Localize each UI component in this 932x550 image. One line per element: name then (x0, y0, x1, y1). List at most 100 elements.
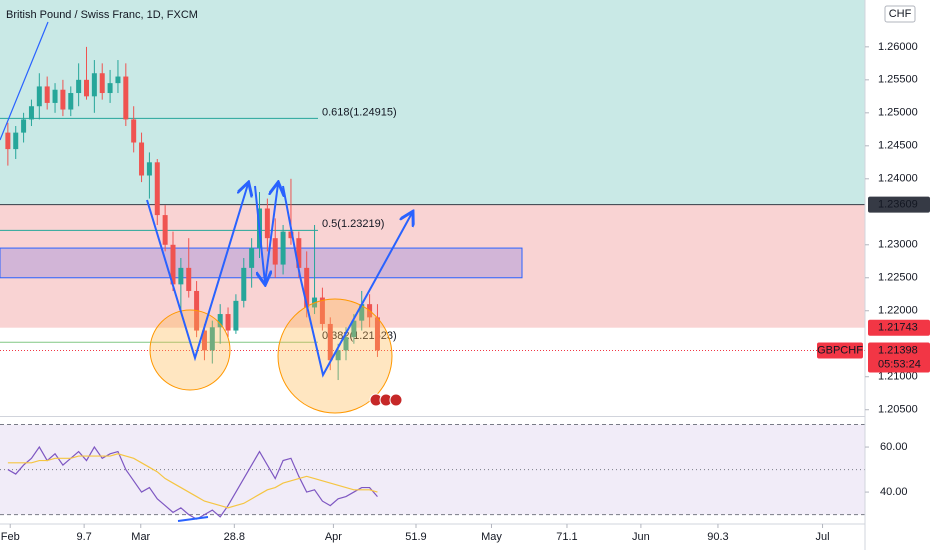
candle-body (186, 267, 192, 291)
candle-body (21, 119, 27, 133)
x-tick-label: 71.1 (556, 531, 577, 543)
candle-body (178, 267, 184, 285)
candle-body (296, 238, 302, 268)
candle-body (115, 76, 121, 84)
y-tick-label: 40.00 (880, 486, 908, 498)
x-tick-label: 51.9 (405, 531, 426, 543)
candle-body (84, 79, 89, 97)
fib-label: 0.5(1.23219) (322, 218, 384, 230)
candle-body (201, 330, 207, 351)
symbol-tag (817, 342, 863, 359)
last-tag (868, 342, 930, 373)
trend-line (177, 516, 209, 522)
candle-body (280, 231, 286, 265)
candle-body (272, 238, 278, 265)
x-tick-label: 90.3 (707, 531, 728, 543)
candle-body (139, 142, 145, 176)
candle-body (374, 317, 380, 351)
chart-title: British Pound / Swiss Franc, 1D, FXCM (6, 9, 198, 21)
candle-body (68, 93, 74, 110)
x-tick-label: Jun (632, 531, 650, 543)
last-tag-label: 1.21398 (878, 344, 918, 356)
circle (277, 298, 393, 414)
currency: CHF (889, 8, 912, 20)
arrow (264, 184, 278, 284)
candle-body (60, 89, 66, 110)
marks (5, 46, 380, 520)
candle-body (249, 248, 255, 268)
time-axis (0, 524, 865, 550)
resistance-tag (868, 196, 930, 213)
candle-body (131, 119, 137, 143)
rsi-line (7, 445, 378, 520)
fib-label: 0.618(1.24915) (322, 106, 397, 118)
support-tag (868, 319, 930, 336)
candle-body (13, 132, 19, 150)
candle-body (36, 86, 42, 107)
y-tick-label: 1.20500 (878, 404, 918, 416)
candle-body (209, 327, 215, 351)
event-icons (369, 393, 403, 407)
candle-body (327, 323, 333, 361)
y-tick-label: 60.00 (880, 441, 908, 453)
candle-body (5, 132, 11, 150)
arrow (146, 184, 248, 362)
candle-body (319, 297, 325, 324)
candle-body (170, 244, 176, 285)
x-tick-label: May (481, 531, 502, 543)
x-tick-label: Jul (816, 531, 830, 543)
price-axis (865, 0, 932, 550)
resistance-tag-label: 1.23609 (878, 199, 918, 211)
background: 0.618(1.24915)0.5(1.23219)0.382(1.21523) (0, 0, 865, 516)
candle-body (359, 304, 365, 321)
candle-body (44, 86, 50, 103)
candle-body (335, 350, 341, 361)
rsi-line (7, 453, 378, 509)
resistance-zone (0, 0, 865, 205)
trend-line (0, 21, 49, 141)
y-tick-label: 1.21000 (878, 371, 918, 383)
candle-body (343, 337, 349, 351)
y-tick-label: 1.25000 (878, 107, 918, 119)
candle-body (76, 79, 82, 94)
candle-body (225, 314, 231, 331)
candle-body (241, 267, 247, 301)
candle-body (351, 320, 357, 338)
arrow (282, 185, 412, 378)
drawings (0, 21, 412, 522)
y-tick-label: 1.24000 (878, 173, 918, 185)
x-tick-label: 9.7 (76, 531, 91, 543)
y-tick-label: 1.23000 (878, 239, 918, 251)
y-tick-label: 1.22000 (878, 305, 918, 317)
candle-body (162, 215, 168, 245)
candle-body (304, 267, 310, 308)
y-tick-label: 1.22500 (878, 272, 918, 284)
countdown: 05:53:24 (878, 358, 921, 370)
candle-body (233, 300, 239, 331)
candle-body (107, 83, 113, 94)
candle-body (146, 162, 152, 176)
candle-body (91, 73, 97, 97)
candle-body (99, 73, 105, 94)
candle-body (154, 162, 160, 216)
candle-body (28, 106, 34, 120)
y-tick-label: 1.25500 (878, 74, 918, 86)
x-tick-label: Mar (131, 531, 150, 543)
candle-body (217, 314, 223, 328)
symbol-tag-label: GBPCHF (817, 344, 863, 356)
candle-body (52, 89, 58, 103)
candle-body (288, 231, 294, 239)
x-tick-label: Feb (1, 531, 20, 543)
currency-box (884, 5, 916, 23)
arrow (254, 185, 265, 283)
y-tick-label: 1.26000 (878, 41, 918, 53)
x-tick-label: 28.8 (224, 531, 245, 543)
x-tick-label: Apr (325, 531, 342, 543)
candle-body (123, 76, 129, 120)
candle-body (264, 208, 270, 239)
support-tag-label: 1.21743 (878, 322, 918, 334)
circle (149, 309, 231, 391)
